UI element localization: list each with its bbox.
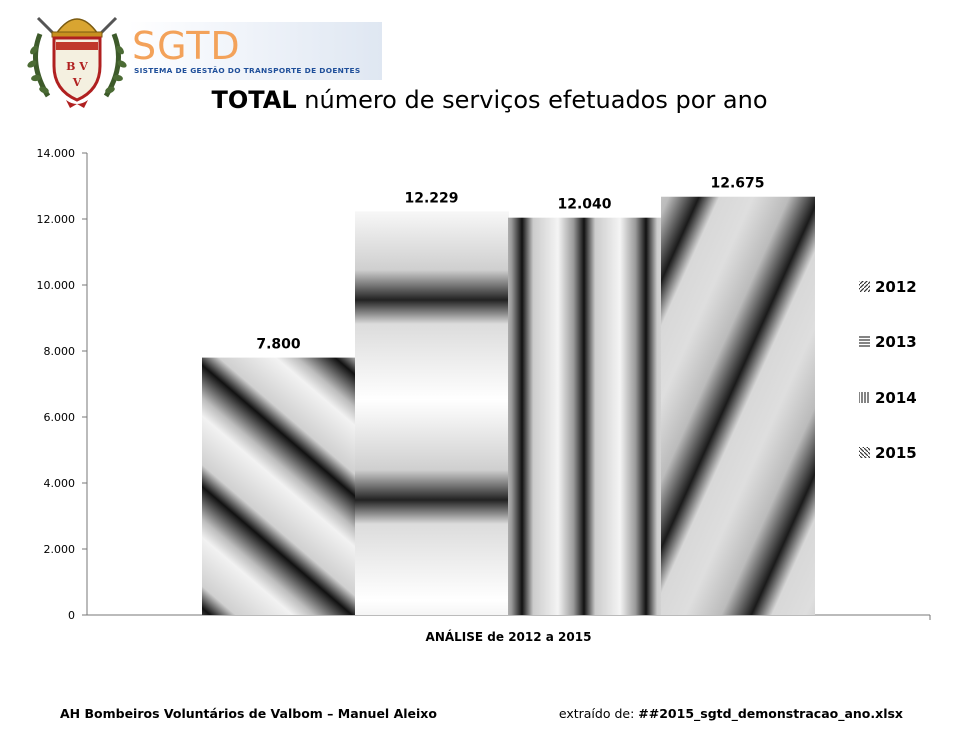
sgtd-logo-subtitle: SISTEMA DE GESTÃO DO TRANSPORTE DE DOENT… — [134, 66, 361, 75]
logo-area: B V V — [22, 4, 387, 110]
bar-2014 — [508, 217, 662, 615]
footer-author: AH Bombeiros Voluntários de Valbom – Man… — [60, 706, 437, 721]
legend-swatch-2015 — [859, 447, 870, 458]
legend: 2012 2013 2014 2015 — [859, 278, 917, 462]
bar-chart: 02.0004.0006.0008.00010.00012.00014.000 … — [37, 147, 931, 644]
sgtd-logo-text: SGTD — [132, 24, 241, 68]
legend-swatch-2013 — [859, 336, 870, 347]
bar-2015 — [661, 196, 815, 615]
fire-brigade-crest-icon: B V V — [27, 16, 127, 108]
footer-source-file: ##2015_sgtd_demonstracao_ano.xlsx — [638, 706, 903, 721]
y-tick-label: 14.000 — [37, 147, 76, 160]
y-tick-label: 0 — [68, 609, 75, 622]
footer-source-prefix: extraído de: — [558, 706, 639, 721]
data-label-2012: 7.800 — [256, 337, 301, 353]
bars — [202, 196, 815, 615]
y-tick-label: 4.000 — [44, 477, 76, 490]
legend-swatch-2014 — [859, 392, 870, 403]
legend-label-2014: 2014 — [875, 389, 917, 407]
legend-swatch-2012 — [859, 281, 870, 292]
bar-2013 — [355, 211, 509, 615]
chart-title-bold: TOTAL — [211, 86, 297, 114]
x-axis-category-label: ANÁLISE de 2012 a 2015 — [426, 629, 592, 644]
y-tick-label: 10.000 — [37, 279, 76, 292]
data-label-2015: 12.675 — [710, 176, 764, 192]
chart-title: TOTAL número de serviços efetuados por a… — [0, 86, 979, 114]
y-tick-label: 6.000 — [44, 411, 76, 424]
y-tick-label: 8.000 — [44, 345, 76, 358]
bar-2012 — [202, 357, 356, 615]
chart-title-rest: número de serviços efetuados por ano — [296, 86, 768, 114]
footer-source: extraído de: ##2015_sgtd_demonstracao_an… — [559, 706, 903, 721]
sgtd-logo-background — [128, 22, 382, 80]
y-tick-label: 12.000 — [37, 213, 76, 226]
data-label-2013: 12.229 — [404, 190, 458, 206]
legend-label-2012: 2012 — [875, 278, 917, 296]
legend-label-2015: 2015 — [875, 444, 917, 462]
data-labels: 7.800 12.229 12.040 12.675 — [256, 176, 764, 353]
data-label-2014: 12.040 — [557, 197, 611, 213]
svg-text:B V: B V — [66, 60, 88, 73]
svg-text:V: V — [72, 76, 82, 89]
y-tick-label: 2.000 — [44, 543, 76, 556]
legend-label-2013: 2013 — [875, 333, 917, 351]
